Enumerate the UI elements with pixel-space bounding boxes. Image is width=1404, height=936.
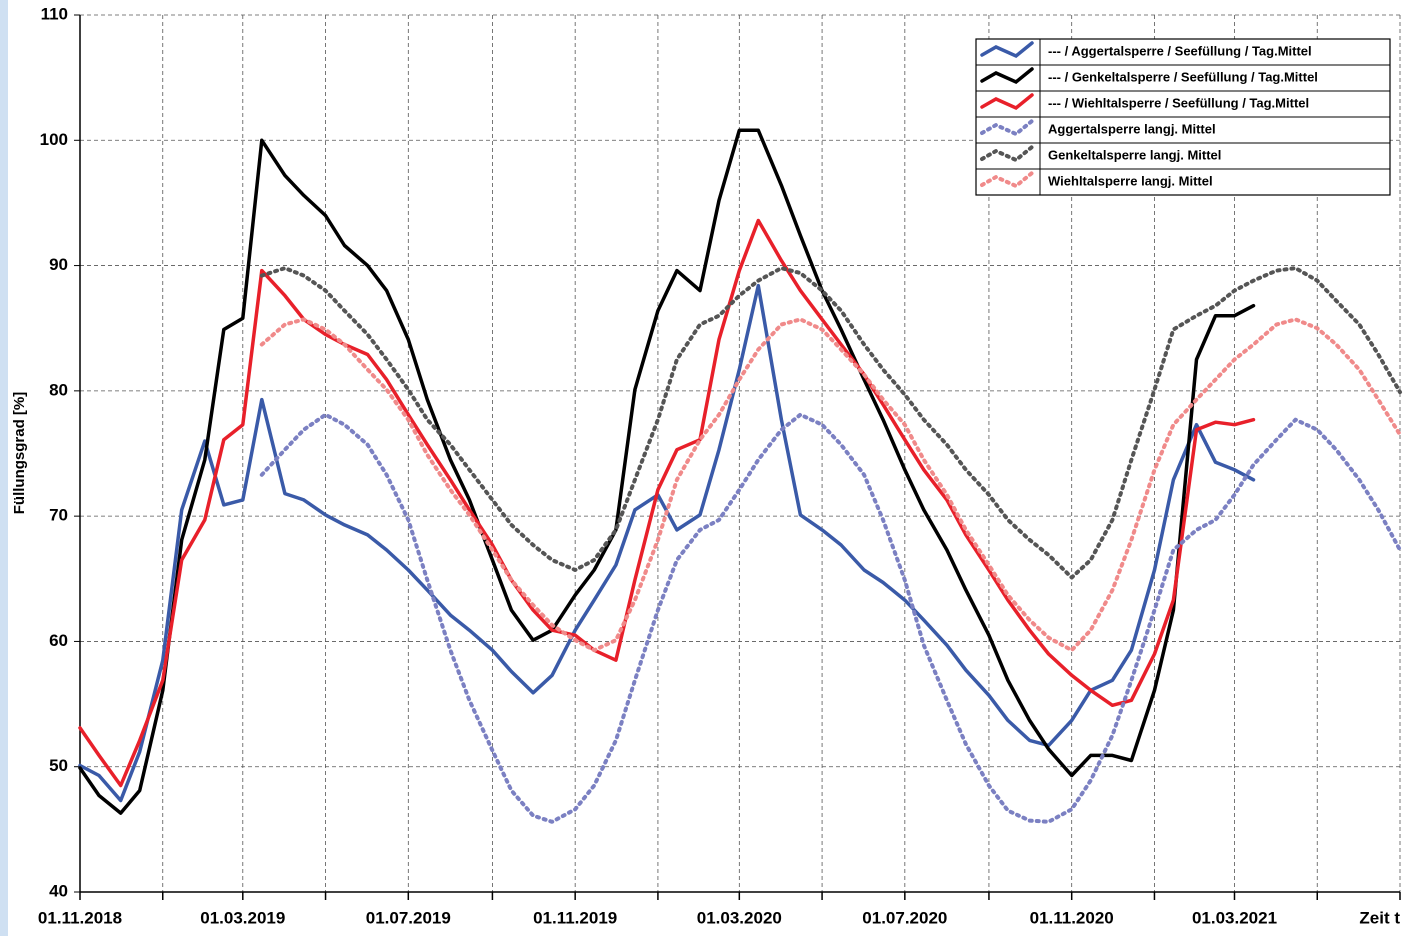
y-tick-label: 40 — [49, 881, 68, 900]
side-strip — [0, 0, 8, 936]
legend-swatch — [980, 171, 1034, 189]
legend-swatch — [980, 145, 1034, 163]
x-tick-label: 01.03.2020 — [697, 908, 782, 927]
legend-swatch — [980, 119, 1034, 137]
y-tick-label: 60 — [49, 631, 68, 650]
x-tick-label: 01.03.2021 — [1192, 908, 1277, 927]
legend-label: --- / Wiehltalsperre / Seefüllung / Tag.… — [1048, 95, 1309, 110]
legend-label: --- / Genkeltalsperre / Seefüllung / Tag… — [1048, 69, 1318, 84]
data-line — [259, 266, 1402, 580]
y-axis-label: Füllungsgrad [%] — [11, 392, 28, 515]
legend-swatch — [980, 67, 1034, 85]
x-tick-label: 01.11.2018 — [38, 908, 122, 927]
y-tick-label: 50 — [49, 756, 68, 775]
legend-label: --- / Aggertalsperre / Seefüllung / Tag.… — [1048, 43, 1312, 58]
legend-label: Aggertalsperre langj. Mittel — [1048, 121, 1216, 136]
x-tick-label: Zeit t — [1359, 908, 1400, 927]
y-tick-label: 80 — [49, 380, 68, 399]
data-line — [78, 128, 1256, 815]
legend-swatch — [980, 93, 1034, 111]
data-line — [78, 283, 1256, 803]
data-line — [259, 317, 1402, 653]
y-tick-label: 110 — [41, 4, 68, 23]
legend: --- / Aggertalsperre / Seefüllung / Tag.… — [975, 38, 1391, 196]
y-tick-label: 70 — [49, 506, 68, 525]
legend-swatch — [980, 41, 1034, 59]
y-tick-label: 90 — [49, 255, 68, 274]
x-tick-label: 01.07.2019 — [366, 908, 451, 927]
data-line — [259, 412, 1402, 824]
data-line — [78, 218, 1256, 788]
x-tick-label: 01.11.2020 — [1030, 908, 1114, 927]
x-tick-label: 01.11.2019 — [533, 908, 617, 927]
legend-label: Wiehltalsperre langj. Mittel — [1048, 173, 1213, 188]
x-tick-label: 01.03.2019 — [200, 908, 285, 927]
legend-label: Genkeltalsperre langj. Mittel — [1048, 147, 1221, 162]
x-tick-label: 01.07.2020 — [862, 908, 947, 927]
y-tick-label: 100 — [40, 130, 68, 149]
